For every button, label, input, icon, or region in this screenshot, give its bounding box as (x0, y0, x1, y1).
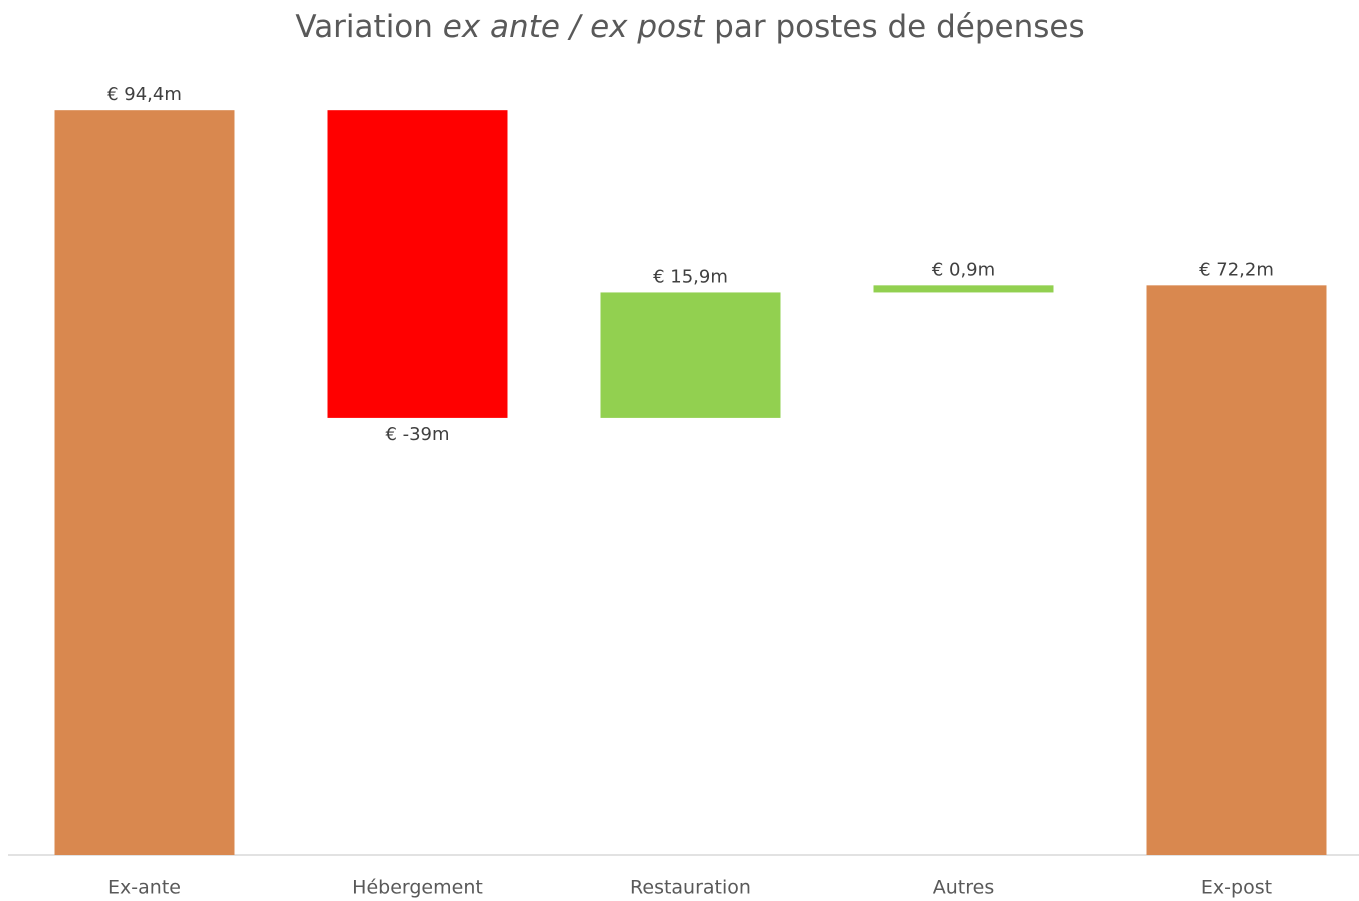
value-label: € 15,9m (653, 266, 728, 287)
title-part: par postes de dépenses (704, 9, 1084, 45)
x-tick-label: Restauration (630, 877, 751, 899)
chart-title: Variation ex ante / ex post par postes d… (295, 9, 1084, 45)
title-part: Variation (295, 9, 442, 45)
bar (54, 110, 235, 855)
x-tick-label: Autres (933, 877, 994, 899)
bar (1146, 285, 1327, 855)
x-tick-label: Hébergement (352, 877, 483, 899)
bar (327, 110, 508, 418)
bar (873, 285, 1054, 293)
title-part: ex ante / ex post (443, 9, 706, 45)
value-label: € 94,4m (107, 84, 182, 105)
x-tick-label: Ex-ante (108, 877, 181, 899)
bar (600, 292, 781, 418)
x-tick-label: Ex-post (1201, 877, 1272, 899)
value-label: € -39m (385, 424, 449, 445)
value-label: € 0,9m (932, 259, 995, 280)
value-label: € 72,2m (1199, 259, 1274, 280)
